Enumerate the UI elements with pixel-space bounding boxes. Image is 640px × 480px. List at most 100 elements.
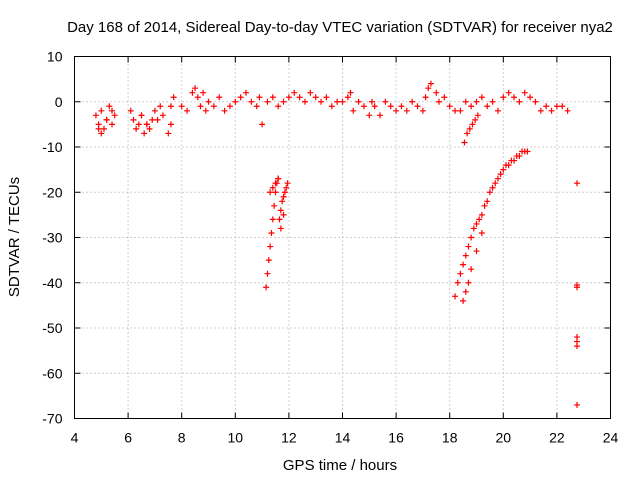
data-point: [433, 89, 440, 96]
data-point: [473, 248, 480, 255]
data-point: [409, 98, 416, 105]
data-point: [243, 89, 250, 96]
y-axis-label: SDTVAR / TECUs: [6, 177, 23, 297]
data-point: [478, 229, 485, 236]
data-point: [146, 125, 153, 132]
data-point: [382, 98, 389, 105]
data-point: [511, 94, 518, 101]
data-point: [465, 279, 472, 286]
data-point: [516, 98, 523, 105]
series-0: [92, 80, 571, 137]
data-point: [202, 107, 209, 114]
data-point: [403, 107, 410, 114]
x-tick-label: 22: [549, 430, 565, 446]
data-point: [452, 293, 459, 300]
data-point: [269, 184, 276, 191]
data-point: [574, 343, 580, 350]
data-point: [237, 94, 244, 101]
data-point: [226, 103, 233, 110]
data-point: [500, 166, 507, 173]
data-point: [377, 112, 384, 119]
data-point: [462, 288, 469, 295]
data-point: [524, 148, 531, 155]
data-point: [210, 103, 217, 110]
y-tick-label: -60: [42, 365, 62, 381]
data-point: [143, 121, 150, 128]
data-point: [387, 103, 394, 110]
data-point: [138, 112, 145, 119]
data-point: [267, 243, 274, 250]
y-tick-label: 0: [55, 94, 63, 110]
data-point: [543, 103, 550, 110]
data-point: [457, 270, 464, 277]
x-axis-label: GPS time / hours: [283, 457, 397, 474]
data-point: [564, 107, 571, 114]
data-point: [532, 98, 539, 105]
data-point: [460, 297, 467, 304]
data-point: [268, 229, 275, 236]
data-point: [98, 130, 105, 137]
x-tick-label: 18: [442, 430, 458, 446]
data-point: [516, 153, 523, 160]
data-point: [464, 130, 471, 137]
data-point: [334, 98, 341, 105]
data-point: [221, 107, 228, 114]
data-point: [205, 98, 212, 105]
x-tick-label: 8: [178, 430, 186, 446]
data-point: [476, 216, 483, 223]
data-point: [472, 116, 479, 123]
data-point: [419, 107, 426, 114]
data-point: [462, 252, 469, 259]
data-point: [178, 103, 185, 110]
data-point: [276, 216, 283, 223]
data-point: [360, 103, 367, 110]
data-point: [263, 284, 270, 291]
data-point: [264, 98, 271, 105]
data-point: [368, 98, 375, 105]
data-point: [553, 103, 560, 110]
data-point: [527, 94, 534, 101]
data-point: [92, 112, 99, 119]
data-point: [141, 130, 148, 137]
data-point: [468, 234, 475, 241]
data-point: [167, 103, 174, 110]
data-point: [285, 94, 292, 101]
data-point: [133, 125, 140, 132]
data-point: [159, 112, 166, 119]
data-point: [473, 98, 480, 105]
data-point: [111, 112, 118, 119]
data-point: [312, 94, 319, 101]
data-point: [435, 98, 442, 105]
data-point: [283, 184, 290, 191]
y-tick-label: -20: [42, 184, 62, 200]
data-point: [355, 98, 362, 105]
data-point: [275, 175, 282, 182]
data-point: [264, 270, 271, 277]
data-point: [277, 207, 284, 214]
data-point: [339, 98, 346, 105]
data-point: [505, 89, 512, 96]
data-point: [167, 121, 174, 128]
data-point: [151, 107, 158, 114]
data-point: [425, 85, 432, 92]
y-tick-label: 10: [47, 49, 63, 65]
data-point: [457, 107, 464, 114]
data-point: [486, 189, 493, 196]
data-point: [366, 112, 373, 119]
data-point: [281, 189, 288, 196]
data-point: [468, 266, 475, 273]
data-point: [269, 94, 276, 101]
data-point: [103, 116, 110, 123]
data-point: [484, 198, 491, 205]
data-point: [291, 89, 298, 96]
data-point: [441, 94, 448, 101]
data-point: [452, 107, 459, 114]
data-point: [271, 202, 278, 209]
data-point: [468, 103, 475, 110]
data-point: [466, 125, 473, 132]
data-point: [481, 202, 488, 209]
data-point: [494, 175, 501, 182]
y-tick-label: -70: [42, 411, 62, 427]
data-points: [92, 80, 580, 408]
